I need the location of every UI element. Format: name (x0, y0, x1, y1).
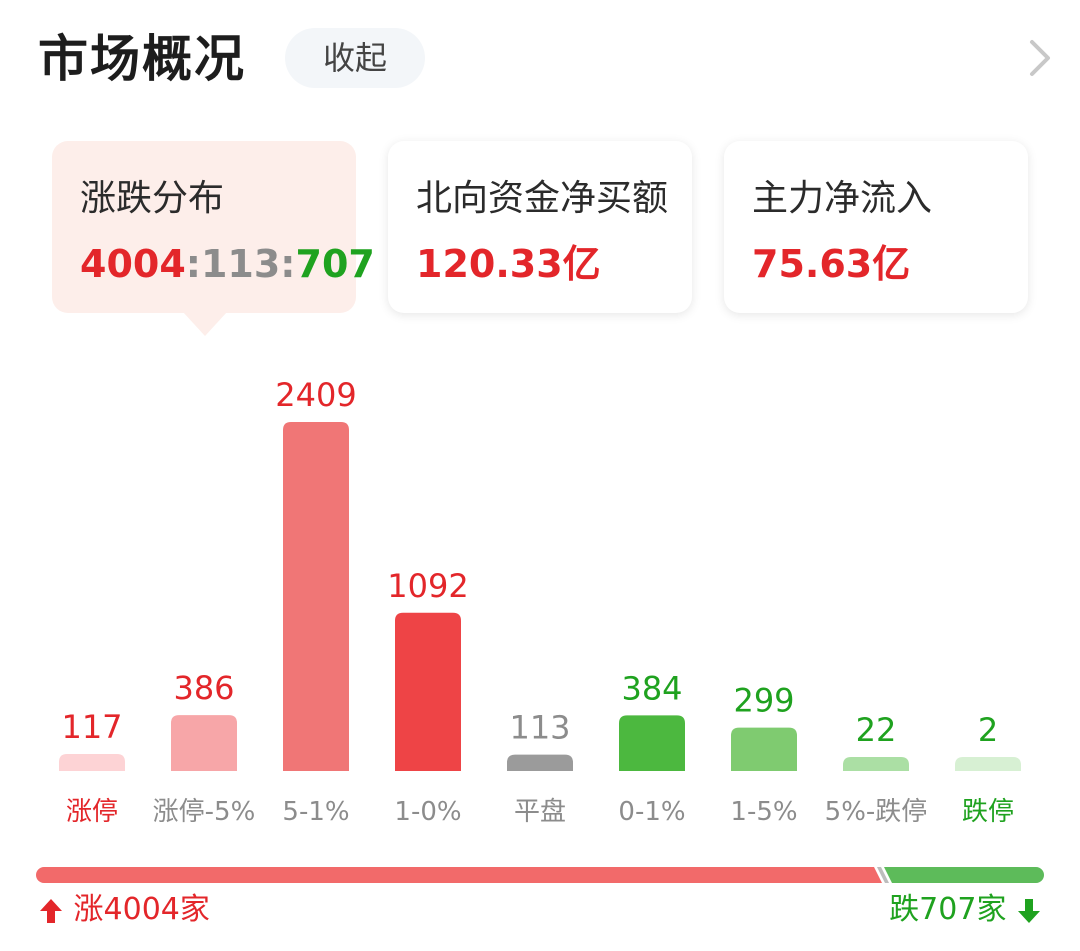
bar-category-label: 0-1% (618, 797, 685, 827)
down-summary: 跌707家 (889, 890, 1042, 930)
bar-5 (619, 715, 685, 771)
arrow-up-icon (40, 898, 62, 923)
bar-category-label: 5-1% (282, 797, 349, 827)
bar-value-label: 386 (173, 669, 234, 707)
progress-separator (868, 867, 898, 883)
card-distribution-value: 4004:113:707 (80, 241, 375, 287)
header: 市场概况 收起 (0, 0, 1080, 120)
progress-up (36, 867, 868, 883)
bar-value-label: 1092 (387, 567, 468, 605)
bar-7 (843, 757, 909, 771)
card-distribution-title: 涨跌分布 (80, 178, 225, 219)
bar-value-label: 299 (733, 682, 794, 720)
bar-value-label: 22 (856, 711, 897, 749)
bar-category-label: 1-5% (730, 797, 797, 827)
bar-value-label: 2 (978, 711, 998, 749)
distribution-chart: 117 涨停 386 涨停-5% 2409 5-1% 1092 1-0% 113 平盘 384 0-1… (59, 376, 1021, 827)
separator: : (185, 242, 201, 286)
bar-category-label: 平盘 (514, 797, 566, 827)
bar-2 (283, 422, 349, 771)
card-northbound[interactable]: 北向资金净买额 120.33亿 (388, 141, 692, 313)
bar-8 (955, 757, 1021, 771)
card-northbound-title: 北向资金净买额 (416, 178, 669, 219)
chevron-right-icon[interactable] (1022, 38, 1058, 78)
bar-category-label: 跌停 (962, 797, 1014, 827)
bar-category-label: 5%-跌停 (825, 797, 928, 827)
separator: : (280, 242, 296, 286)
bar-category-label: 涨停-5% (153, 797, 256, 827)
bar-value-label: 2409 (275, 376, 356, 414)
flat-count: 113 (200, 242, 281, 286)
card-mainforce-title: 主力净流入 (752, 178, 933, 219)
bar-3 (395, 612, 461, 771)
bar-value-label: 384 (621, 669, 682, 707)
up-summary: 涨4004家 (38, 890, 210, 930)
bar-category-label: 涨停 (66, 797, 118, 827)
card-mainforce[interactable]: 主力净流入 75.63亿 (724, 141, 1028, 313)
card-mainforce-value: 75.63亿 (752, 242, 911, 286)
up-count: 4004 (80, 242, 186, 286)
bar-4 (507, 754, 573, 771)
arrow-down-icon (1018, 898, 1040, 923)
card-pointer (183, 312, 227, 336)
bar-1 (171, 715, 237, 771)
up-summary-text: 涨4004家 (73, 892, 210, 927)
bar-0 (59, 754, 125, 771)
down-summary-text: 跌707家 (889, 892, 1007, 927)
bar-value-label: 113 (509, 709, 570, 747)
page-title: 市场概况 (38, 30, 246, 88)
bar-value-label: 117 (61, 708, 122, 746)
collapse-button[interactable]: 收起 (285, 28, 425, 88)
bar-category-label: 1-0% (394, 797, 461, 827)
bar-6 (731, 727, 797, 771)
card-northbound-value: 120.33亿 (416, 242, 601, 286)
down-count: 707 (295, 242, 375, 286)
progress-down (898, 867, 1044, 883)
card-distribution[interactable]: 涨跌分布 4004:113:707 (52, 141, 375, 313)
